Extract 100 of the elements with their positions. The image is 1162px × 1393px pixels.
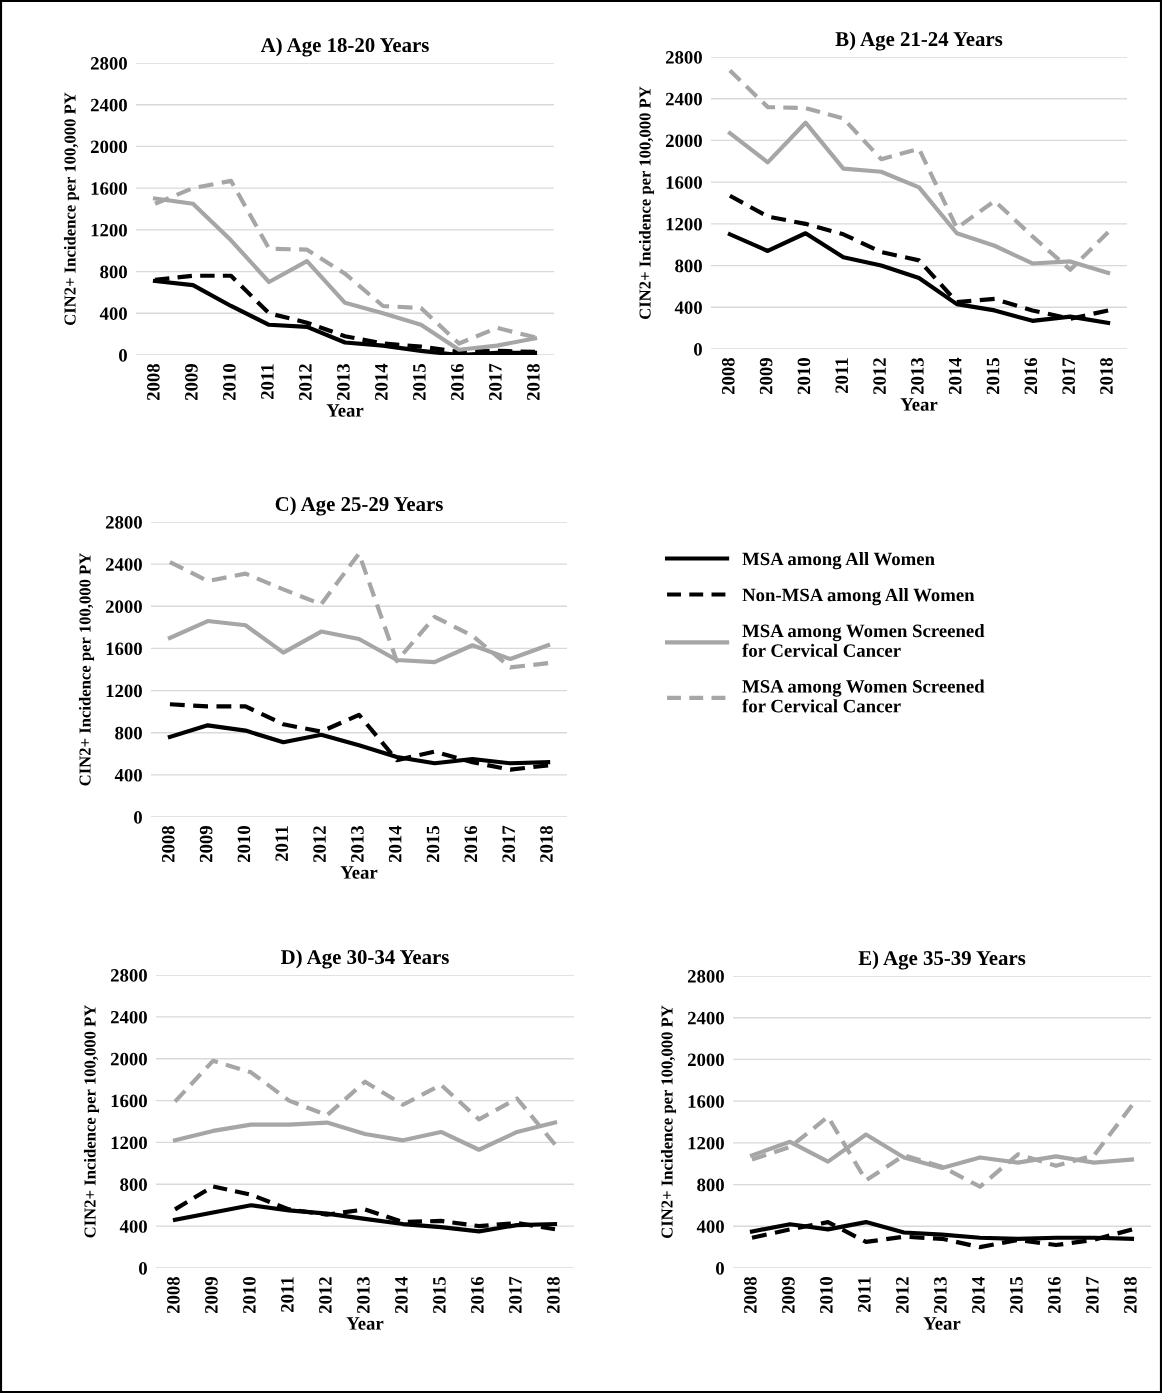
- x-tick-label: 2016: [1024, 357, 1038, 395]
- y-tick-label: 1600: [91, 182, 127, 195]
- x-tick-label: 2017: [1086, 1276, 1099, 1314]
- y-tick-label: 2400: [90, 98, 127, 112]
- x-tick-label: 2017: [502, 825, 515, 863]
- legend-label: MSA among Women Screened for Cervical Cancer: [742, 679, 985, 713]
- chart-title: B) Age 21-24 Years: [835, 31, 1003, 51]
- x-tick-label: 2012: [319, 1277, 332, 1314]
- x-axis-title: Year: [326, 404, 364, 417]
- y-tick-label: 2400: [665, 92, 702, 106]
- line-series: [167, 702, 551, 772]
- x-tick-label: 2017: [509, 1276, 522, 1314]
- line-series: [727, 193, 1111, 321]
- chart-title: E) Age 35-39 Years: [858, 950, 1026, 970]
- line-series: [749, 1220, 1135, 1250]
- y-tick-label: 0: [119, 349, 127, 362]
- y-tick-label: 800: [675, 259, 702, 273]
- y-tick-label: 2800: [110, 969, 147, 982]
- x-axis-title: Year: [346, 1317, 384, 1330]
- y-tick-label: 2400: [687, 1011, 724, 1025]
- x-tick-label: 2016: [471, 1276, 484, 1314]
- x-axis-title: Year: [923, 1317, 961, 1330]
- x-tick-label: 2012: [299, 364, 312, 401]
- y-tick-label: 1200: [111, 1136, 147, 1150]
- x-tick-label: 2014: [375, 363, 388, 401]
- y-tick-label: 1600: [111, 1094, 147, 1108]
- x-tick-label: 2010: [797, 358, 811, 395]
- x-tick-label: 2009: [199, 826, 213, 863]
- legend-label: Non-MSA among All Women: [742, 588, 975, 606]
- x-tick-label: 2018: [1124, 1276, 1137, 1314]
- y-tick-label: 0: [716, 1262, 724, 1275]
- x-tick-label: 2008: [167, 1276, 180, 1314]
- x-tick-label: 2017: [489, 363, 502, 401]
- x-tick-label: 2010: [223, 364, 236, 401]
- y-tick-label: 2800: [90, 57, 127, 70]
- x-tick-label: 2012: [896, 1277, 909, 1314]
- x-axis-title: Year: [340, 866, 378, 879]
- line-series: [167, 551, 551, 670]
- y-tick-label: 0: [694, 343, 702, 356]
- x-tick-label: 2008: [161, 825, 175, 863]
- y-tick-label: 1200: [666, 217, 702, 231]
- y-tick-label: 1200: [91, 223, 127, 237]
- y-tick-label: 2000: [110, 1052, 147, 1066]
- x-tick-label: 2014: [972, 1276, 985, 1314]
- x-tick-label: 2010: [237, 826, 251, 863]
- x-tick-label: 2018: [1100, 357, 1113, 395]
- chart-title: C) Age 25-29 Years: [275, 496, 443, 516]
- x-tick-label: 2015: [986, 358, 1000, 395]
- x-tick-label: 2016: [1048, 1276, 1061, 1314]
- x-tick-label: 2014: [395, 1276, 408, 1314]
- y-tick-label: 800: [115, 726, 142, 740]
- x-tick-label: 2013: [351, 825, 364, 863]
- chart-title: A) Age 18-20 Years: [260, 37, 429, 57]
- y-tick-label: 2000: [90, 140, 127, 154]
- x-tick-label: 2015: [1010, 1277, 1023, 1314]
- y-tick-label: 2400: [110, 1010, 147, 1024]
- y-tick-label: 0: [134, 811, 142, 824]
- y-tick-label: 2000: [687, 1053, 724, 1067]
- x-tick-label: 2009: [782, 1277, 795, 1314]
- line-series: [172, 1184, 558, 1232]
- y-axis-title: CIN2+ Incidence per 100,000 PY: [78, 552, 95, 786]
- x-tick-label: 2010: [243, 1277, 256, 1314]
- legend-label: MSA among All Women: [742, 552, 935, 570]
- x-tick-label: 2016: [451, 363, 464, 401]
- x-tick-label: 2011: [281, 1277, 294, 1313]
- x-tick-label: 2015: [413, 364, 426, 401]
- x-axis-title: Year: [900, 398, 938, 411]
- x-tick-label: 2018: [527, 363, 540, 401]
- y-axis-title: CIN2+ Incidence per 100,000 PY: [660, 1005, 677, 1239]
- x-tick-label: 2011: [275, 826, 289, 862]
- x-tick-label: 2008: [147, 363, 160, 401]
- x-tick-label: 2013: [934, 1276, 947, 1314]
- y-tick-label: 400: [99, 307, 127, 320]
- y-axis-title: CIN2+ Incidence per 100,000 PY: [63, 92, 80, 326]
- y-tick-label: 2800: [665, 51, 702, 64]
- y-tick-label: 1600: [106, 642, 142, 656]
- y-axis-title: CIN2+ Incidence per 100,000 PY: [83, 1004, 100, 1238]
- y-tick-label: 800: [120, 1178, 147, 1191]
- x-tick-label: 2013: [911, 357, 924, 395]
- y-tick-label: 800: [697, 1178, 724, 1192]
- x-tick-label: 2017: [1062, 357, 1075, 395]
- y-tick-label: 2800: [105, 516, 142, 529]
- y-tick-label: 2800: [687, 970, 724, 983]
- x-tick-label: 2013: [337, 363, 350, 401]
- y-tick-label: 400: [696, 1220, 724, 1233]
- x-tick-label: 2014: [948, 357, 962, 395]
- x-tick-label: 2009: [185, 364, 198, 401]
- line-series: [727, 68, 1111, 272]
- x-tick-label: 2015: [433, 1277, 446, 1314]
- y-tick-label: 400: [114, 768, 142, 782]
- y-tick-label: 0: [139, 1262, 147, 1275]
- y-tick-label: 400: [119, 1220, 147, 1233]
- x-tick-label: 2010: [820, 1277, 833, 1314]
- x-tick-label: 2011: [858, 1277, 871, 1313]
- chart-title: D) Age 30-34 Years: [281, 949, 449, 969]
- x-tick-label: 2012: [313, 826, 326, 863]
- x-tick-label: 2008: [721, 357, 735, 395]
- x-tick-label: 2014: [388, 825, 402, 863]
- x-tick-label: 2015: [426, 826, 440, 863]
- x-tick-label: 2011: [261, 364, 274, 400]
